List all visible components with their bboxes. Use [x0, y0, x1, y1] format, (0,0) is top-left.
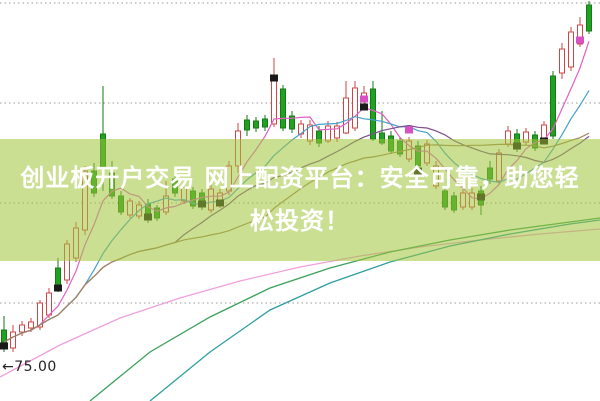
- ad-headline-line1: 创业板开户交易 网上配资平台：安全可靠，助您轻: [20, 164, 580, 192]
- ad-overlay-band: [0, 139, 600, 261]
- ad-headline: 创业板开户交易 网上配资平台：安全可靠，助您轻 松投资！: [0, 157, 600, 243]
- price-level-label: ←75.00: [2, 359, 57, 375]
- ad-headline-line2: 松投资！: [250, 207, 350, 235]
